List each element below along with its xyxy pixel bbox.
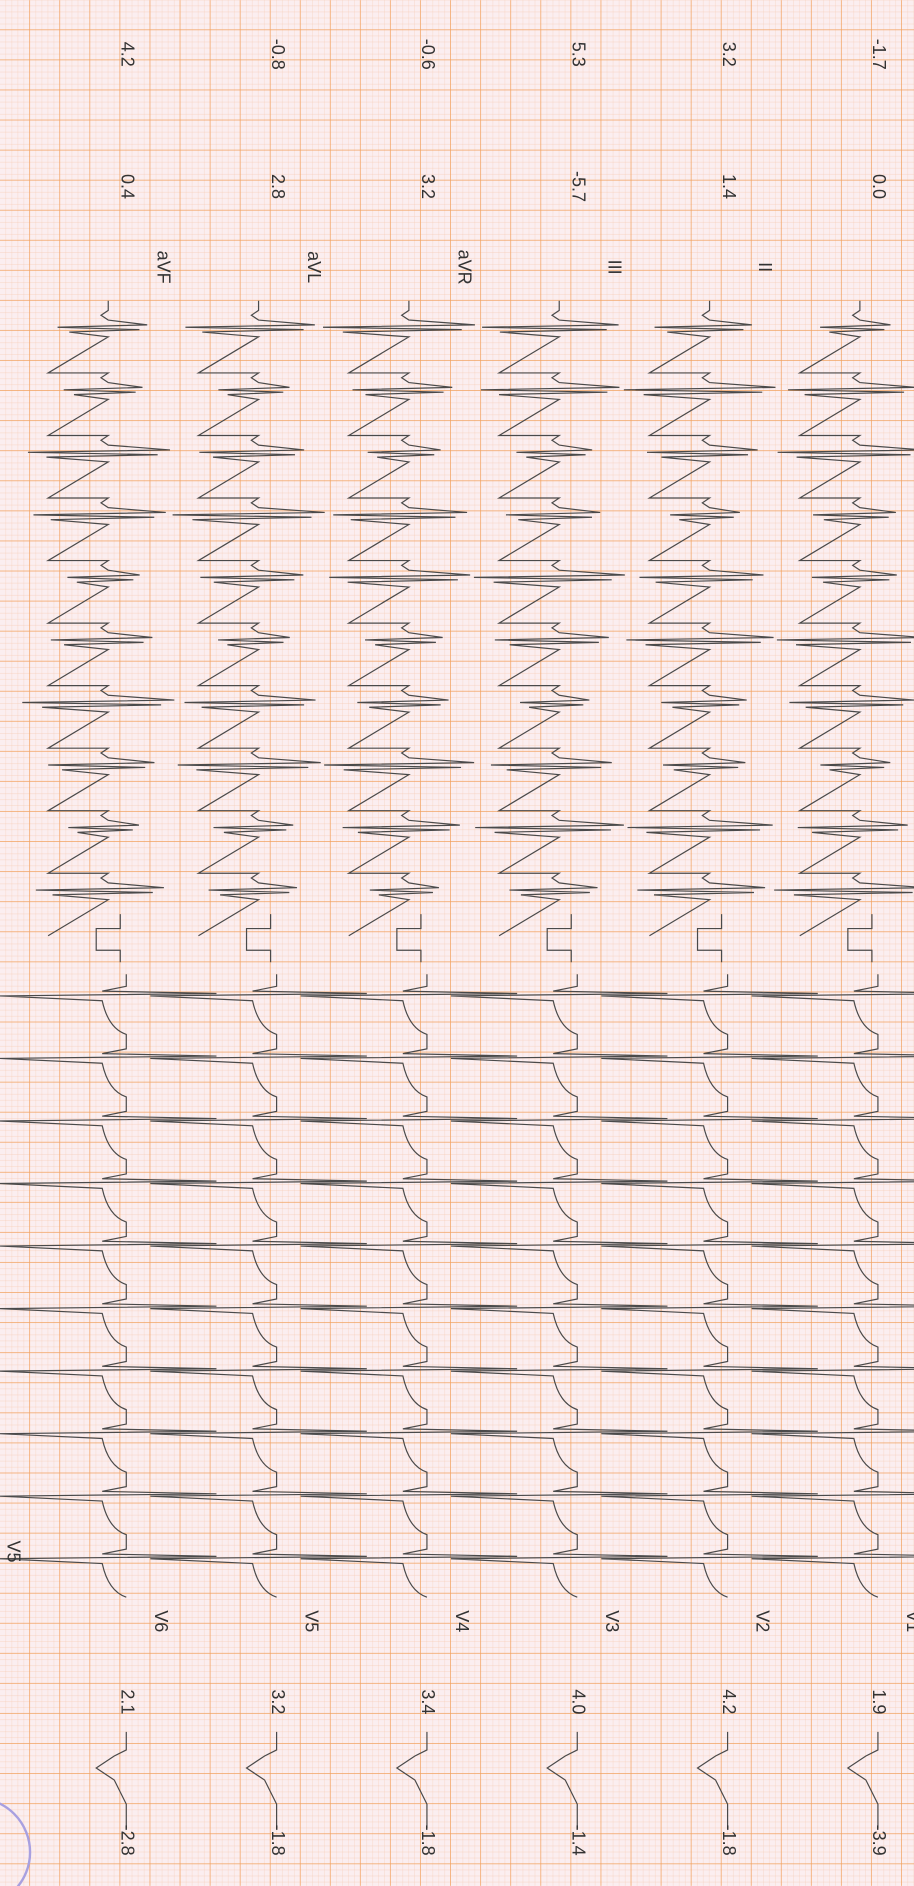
lead-label: V6: [151, 1610, 171, 1632]
lead-value: 1.4: [719, 174, 739, 199]
trace: [623, 300, 776, 937]
lead-value: -1.8: [268, 1825, 288, 1856]
trace: [696, 914, 723, 963]
lead-value: 4.0: [568, 1689, 588, 1714]
lead-label: III: [605, 260, 625, 275]
trace: [150, 974, 367, 1598]
lead-value: -3.9: [869, 1825, 889, 1856]
lead-value: 4.2: [719, 1689, 739, 1714]
lead-label: aVL: [304, 251, 324, 283]
trace: [601, 974, 818, 1598]
lead-value: 5.3: [568, 42, 588, 67]
trace: [323, 300, 475, 937]
trace: [95, 1731, 127, 1829]
trace: [395, 1731, 428, 1829]
trace: [847, 914, 873, 963]
lead-value: 0.0: [869, 174, 889, 199]
lead-value: 1.9: [869, 1689, 889, 1714]
footer-label: V5: [3, 1541, 23, 1563]
trace: [751, 974, 914, 1598]
lead-value: 3.4: [418, 1689, 438, 1714]
lead-value: -1.7: [869, 39, 889, 70]
lead-label: V2: [753, 1610, 773, 1632]
trace: [396, 914, 422, 963]
lead-value: -2.8: [118, 1825, 138, 1856]
lead-label: aVF: [154, 251, 174, 284]
lead-value: -0.8: [268, 39, 288, 70]
lead-value: -1.8: [418, 1825, 438, 1856]
lead-label: V5: [302, 1610, 322, 1632]
lead-value: -0.6: [418, 39, 438, 70]
lead-label: aVR: [454, 250, 474, 285]
lead-value: -1.8: [719, 1825, 739, 1856]
labels: -1.7 0.0 3.2 1.4 5.3 -5.7 -0.6 3.2 -0.8 2.8 4.2 0.4…: [3, 39, 914, 1856]
lead-value: 3.2: [719, 42, 739, 67]
trace: [450, 974, 668, 1598]
trace: [245, 1731, 278, 1829]
trace: [172, 300, 325, 937]
lead-label: V1: [903, 1610, 914, 1632]
lead-value: 2.1: [118, 1689, 138, 1714]
trace: [846, 1731, 879, 1829]
trace: [546, 1731, 578, 1829]
waveforms: [0, 300, 914, 1829]
trace: [473, 300, 625, 937]
lead-label: V3: [602, 1610, 622, 1632]
trace: [95, 914, 121, 963]
lead-value: 3.2: [268, 1689, 288, 1714]
lead-value: 4.2: [118, 42, 138, 67]
lead-value: -1.4: [568, 1825, 588, 1856]
trace: [774, 300, 914, 937]
trace: [546, 914, 572, 963]
trace: [300, 974, 518, 1598]
lead-value: 0.4: [118, 174, 138, 199]
lead-value: 3.2: [418, 174, 438, 199]
trace: [696, 1731, 729, 1829]
stamp: [0, 1802, 32, 1886]
lead-value: 2.8: [268, 174, 288, 199]
trace: [245, 914, 272, 963]
lead-label: II: [755, 262, 775, 272]
trace: [0, 974, 217, 1598]
lead-label: V4: [452, 1610, 472, 1632]
lead-value: -5.7: [568, 171, 588, 202]
trace: [22, 300, 175, 937]
